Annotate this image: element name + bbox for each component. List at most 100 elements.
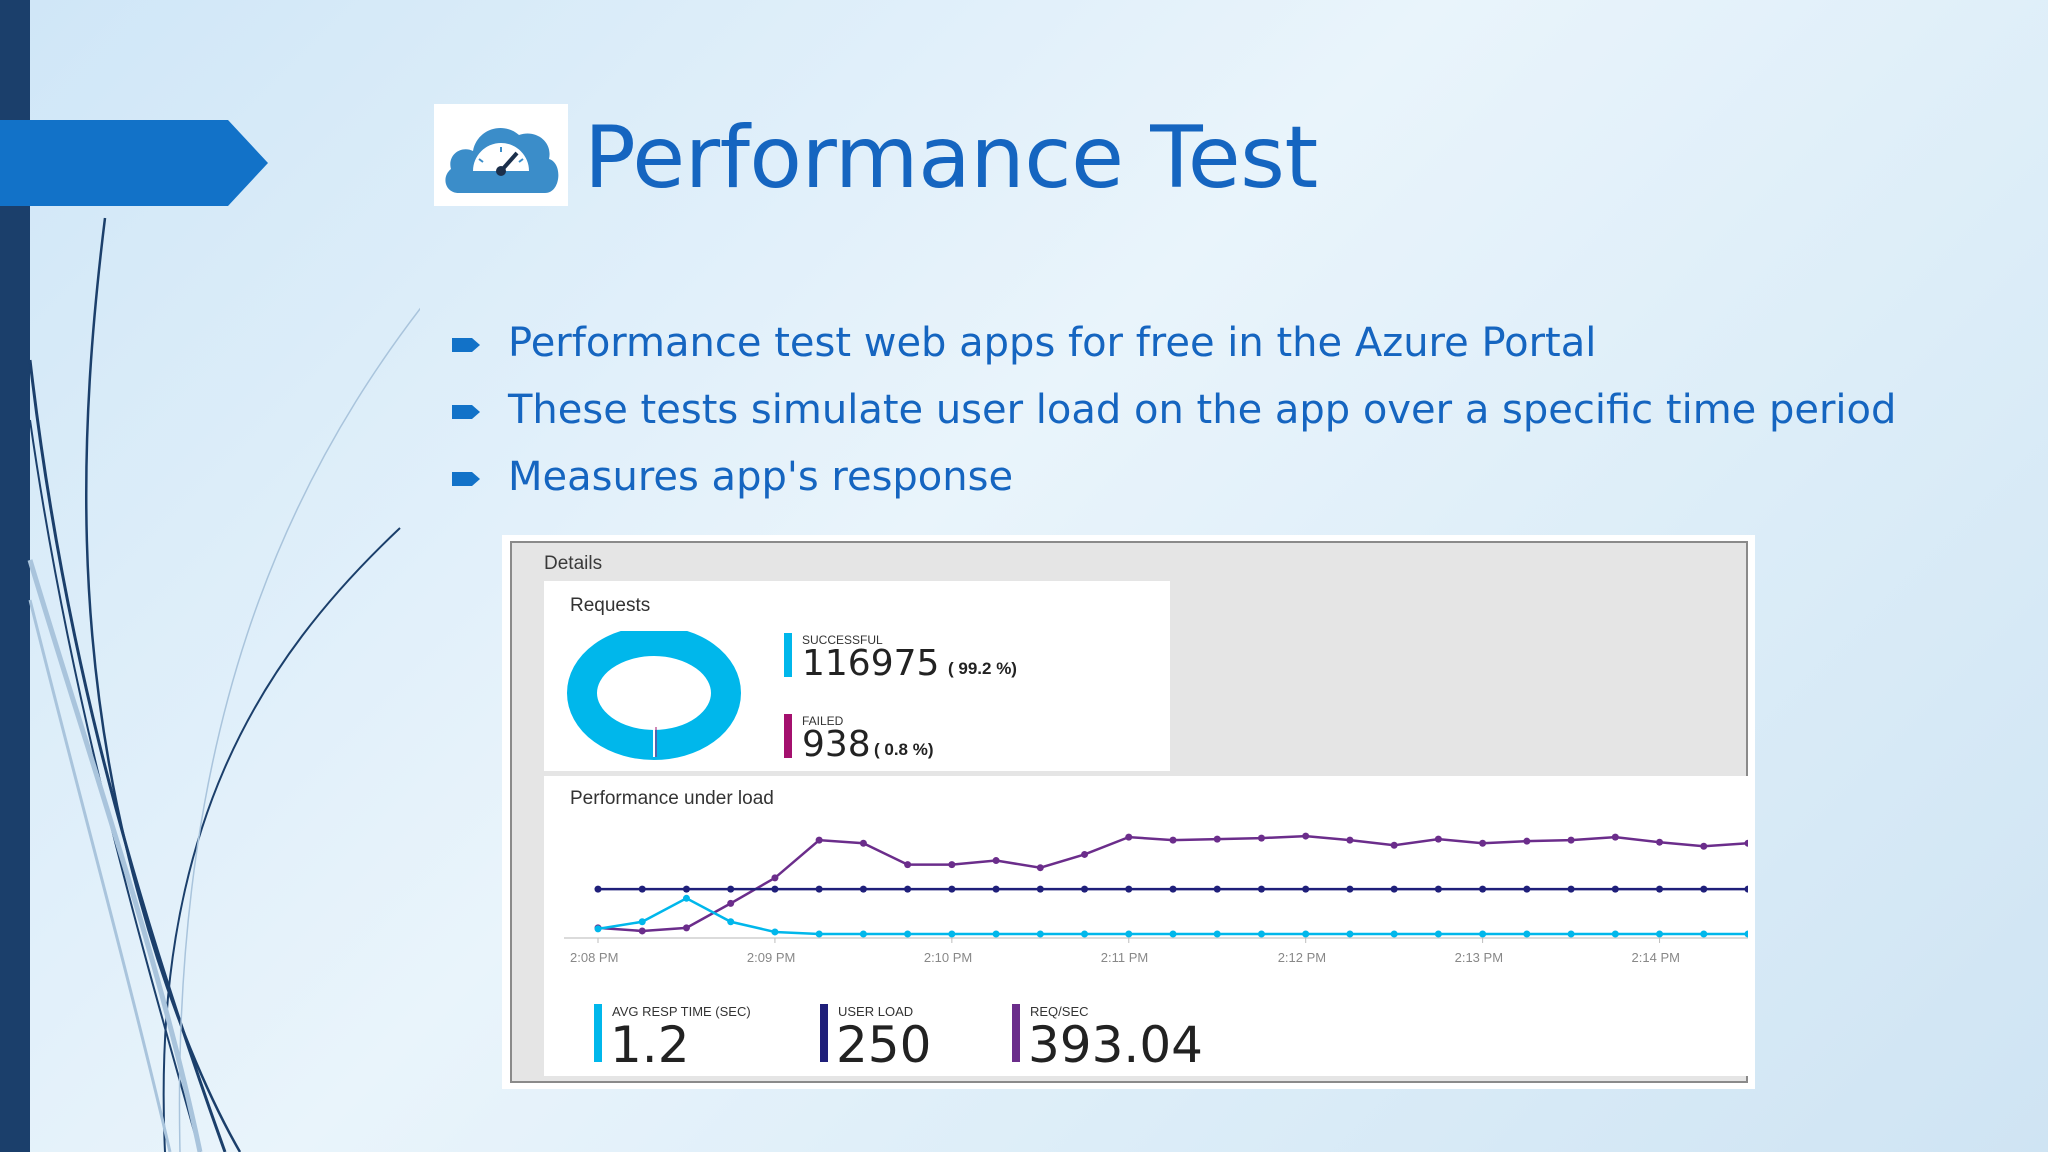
data-point [1213,930,1221,938]
data-point [1125,930,1133,938]
data-point [948,861,956,869]
data-point [1302,930,1310,938]
data-point [859,930,867,938]
avg-resp-time-label: AVG RESP TIME (SEC) [612,1004,751,1019]
data-point [904,861,912,869]
data-point [1523,885,1531,893]
data-point [1434,835,1442,843]
successful-percent: ( 99.2 %) [948,659,1017,678]
decorative-curves [27,217,420,1152]
data-point [1567,930,1575,938]
data-point [859,885,867,893]
data-point [1700,930,1708,938]
data-point [1611,885,1619,893]
data-point [638,918,646,926]
title-arrow-shape [0,120,268,206]
failed-label: FAILED [802,714,844,728]
data-point [1257,930,1265,938]
data-point [1744,885,1748,893]
data-point [1125,833,1133,841]
data-point [638,927,646,935]
data-point [1700,885,1708,893]
series-line [597,896,1748,936]
data-point [727,885,735,893]
data-point [1036,930,1044,938]
data-point [1390,841,1398,849]
x-tick-label: 2:09 PM [747,950,795,965]
data-point [1611,930,1619,938]
avg-resp-time-bar [594,1004,602,1062]
requests-donut-chart [567,631,741,760]
user-load-value: 250 [836,1016,932,1074]
data-point [1036,864,1044,872]
series-line [597,834,1748,933]
data-point [1611,833,1619,841]
data-point [1700,842,1708,850]
successful-label: SUCCESSFUL [802,633,883,647]
data-point [815,836,823,844]
data-point [992,857,1000,865]
x-tick-label: 2:12 PM [1278,950,1326,965]
x-tick-label: 2:10 PM [924,950,972,965]
data-point [1434,885,1442,893]
x-tick-label: 2:11 PM [1101,950,1148,965]
x-tick-label: 2:14 PM [1632,950,1680,965]
data-point [1169,885,1177,893]
data-point [727,918,735,926]
data-point [1081,930,1089,938]
data-point [1346,930,1354,938]
data-point [771,885,779,893]
data-point [771,928,779,936]
failed-percent: ( 0.8 %) [874,740,934,759]
data-point [1744,839,1748,847]
performance-panel: Performance under load 2:08 PM 2:09 PM 2:1… [544,776,1748,1076]
data-point [1656,885,1664,893]
bullet-text: Measures app's response [508,454,1014,500]
cloud-speedometer-icon [434,104,568,206]
data-point [1169,836,1177,844]
details-blade: Details Requests SUCCESSFUL 116975 ( 99.… [510,541,1748,1083]
data-point [1169,930,1177,938]
data-point [1434,930,1442,938]
slide-title: Performance Test [584,108,1318,208]
req-per-sec-bar [1012,1004,1020,1062]
user-load-label: USER LOAD [838,1004,914,1019]
successful-value: 116975 [802,643,940,684]
requests-panel: Requests SUCCESSFUL 116975 ( 99.2 %) FAI… [544,581,1170,771]
data-point [638,885,646,893]
data-point [1567,836,1575,844]
data-point [682,924,690,932]
data-point [1656,930,1664,938]
arrow-bullet-icon [452,472,480,486]
user-load-bar [820,1004,828,1062]
failed-bar [784,714,792,758]
data-point [859,839,867,847]
x-tick-label: 2:08 PM [570,950,618,965]
data-point [1479,885,1487,893]
data-point [1213,835,1221,843]
data-point [1302,885,1310,893]
data-point [1257,834,1265,842]
data-point [1744,930,1748,938]
data-point [1125,885,1133,893]
performance-line-chart: 2:08 PM 2:09 PM 2:10 PM 2:11 PM 2:12 PM 2:13 … [564,832,1748,965]
details-label: Details [544,553,603,574]
performance-title: Performance under load [570,788,774,809]
data-point [1390,885,1398,893]
data-point [815,885,823,893]
data-point [1567,885,1575,893]
avg-resp-time-value: 1.2 [610,1016,690,1074]
data-point [1346,836,1354,844]
data-point [727,899,735,907]
data-point [1523,837,1531,845]
bullet-text: These tests simulate user load on the ap… [508,387,1897,433]
data-point [1257,885,1265,893]
successful-bar [784,633,792,677]
arrow-bullet-icon [452,405,480,419]
data-point [1523,930,1531,938]
data-point [948,885,956,893]
data-point [904,885,912,893]
bullet-text: Performance test web apps for free in th… [508,320,1597,366]
data-point [1036,885,1044,893]
